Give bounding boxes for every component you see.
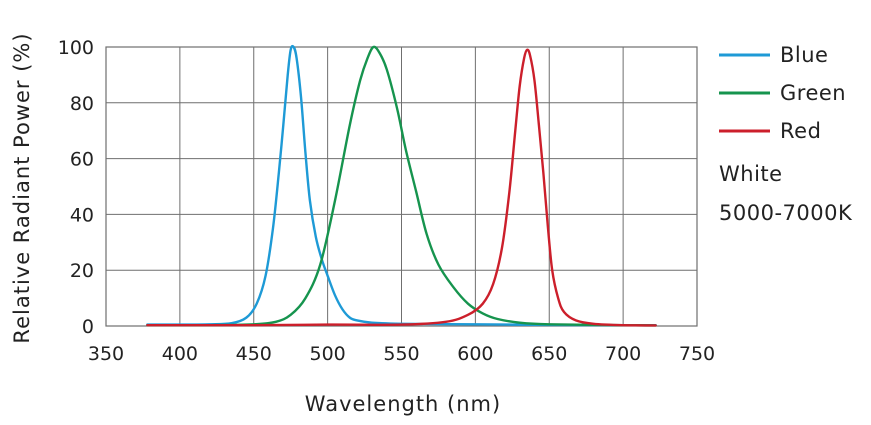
series-line-blue (146, 44, 657, 327)
y-axis-label: Relative Radiant Power (%) (10, 32, 34, 343)
y-tick-labels: 0 20 40 60 80 100 (58, 37, 94, 338)
x-tick-labels: 350 400 450 500 550 600 650 700 750 (88, 343, 715, 365)
x-tick-label: 500 (309, 343, 345, 365)
y-tick-label: 100 (58, 37, 94, 59)
annotation-cct: 5000-7000K (719, 201, 853, 225)
grid (105, 46, 698, 327)
y-tick-label: 20 (70, 260, 94, 282)
legend-label-blue: Blue (780, 43, 828, 67)
plot-frame (105, 46, 698, 327)
annotation-white: White (719, 162, 783, 186)
legend: Blue Green Red (719, 43, 846, 143)
legend-label-green: Green (780, 81, 846, 105)
y-tick-label: 60 (70, 149, 94, 171)
series-line-green (146, 45, 657, 327)
series-line-red (146, 48, 657, 327)
x-tick-label: 550 (383, 343, 419, 365)
x-tick-label: 400 (162, 343, 198, 365)
x-axis-label: Wavelength (nm) (305, 392, 501, 416)
y-tick-label: 40 (70, 204, 94, 226)
x-tick-label: 350 (88, 343, 124, 365)
y-tick-label: 0 (82, 316, 94, 338)
x-tick-label: 700 (605, 343, 641, 365)
x-tick-label: 450 (236, 343, 272, 365)
x-tick-label: 600 (457, 343, 493, 365)
x-tick-label: 750 (679, 343, 715, 365)
legend-label-red: Red (780, 119, 821, 143)
x-tick-label: 650 (531, 343, 567, 365)
series-layer (146, 44, 657, 327)
y-tick-label: 80 (70, 93, 94, 115)
